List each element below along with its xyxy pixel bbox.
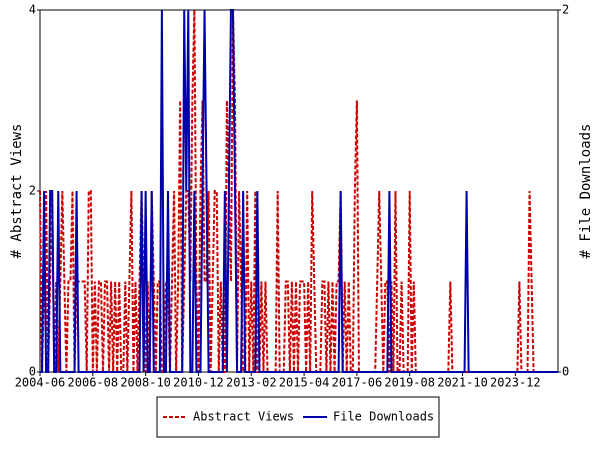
y-axis-label: # Abstract Views [9,124,25,259]
y2-tick-label: 0 [562,365,569,379]
y2-tick-label: 2 [562,3,569,17]
x-tick-label: 2023-12 [490,376,541,390]
y2-axis-label: # File Downloads [578,124,594,259]
series-line [40,9,558,373]
x-tick-label: 2015-04 [279,376,330,390]
x-tick-label: 2021-10 [437,376,488,390]
x-tick-label: 2010-12 [173,376,224,390]
x-tick-label: 2006-08 [68,376,119,390]
x-tick-label: 2019-08 [384,376,435,390]
y-tick-label: 0 [29,365,36,379]
series-line [39,9,558,373]
y-tick-label: 4 [29,3,36,17]
legend-box [156,396,440,438]
x-tick-label: 2008-10 [120,376,171,390]
x-tick-label: 2017-06 [332,376,383,390]
x-tick-label: 2004-06 [15,376,66,390]
y-tick-label: 2 [29,184,36,198]
legend-label: Abstract Views [193,410,294,424]
legend-label: File Downloads [333,410,434,424]
x-tick-label: 2013-02 [226,376,277,390]
